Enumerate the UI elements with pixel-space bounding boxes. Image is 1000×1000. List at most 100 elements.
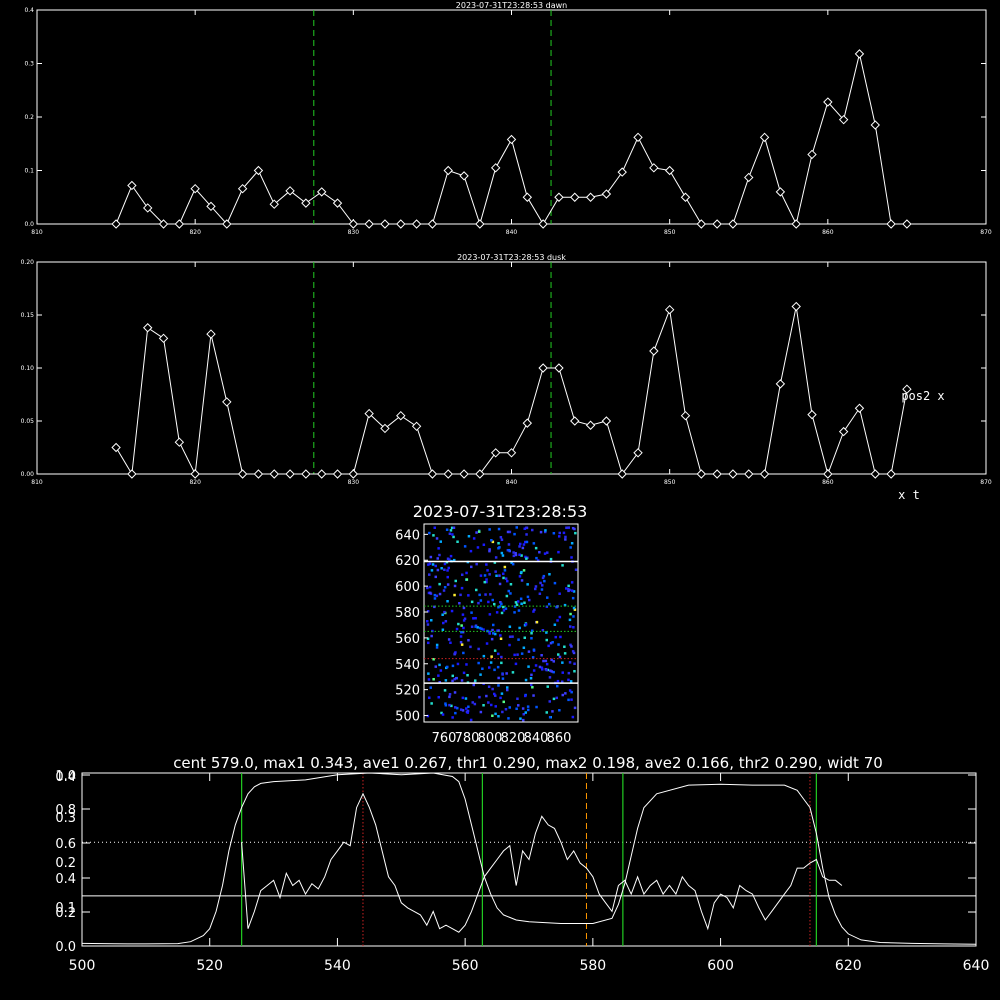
y-tick-label: 540 [395,658,420,673]
heatmap-pixel [547,644,550,648]
data-point [364,408,374,419]
data-point [633,448,643,458]
annotation-pos2: pos2 x [901,389,944,403]
heatmap-pixel [460,643,464,646]
heatmap-pixel [451,679,454,683]
heatmap-pixel [458,602,461,605]
heatmap-pixel [507,717,510,720]
heatmap-pixel [551,641,554,644]
heatmap-pixel [550,658,553,662]
x-tick-label: 870 [980,229,992,236]
heatmap-pixel [573,527,576,531]
series-ratio [241,792,843,933]
heatmap-pixel [530,637,533,640]
heatmap-pixel [570,698,573,701]
heatmap-pixel [521,707,525,710]
heatmap-pixel [548,716,552,719]
heatmap-pixel [447,566,450,570]
heatmap-pixel [574,531,577,535]
heatmap-pixel [505,594,509,598]
heatmap-pixel [466,674,469,677]
heatmap-pixel [426,714,430,718]
heatmap-pixel [558,531,561,535]
heatmap-pixel [490,703,493,707]
heatmap-pixel [543,552,547,555]
heatmap-pixel [487,685,491,688]
heatmap-pixel [571,715,575,719]
heatmap-pixel [510,561,513,564]
data-point [174,437,185,447]
heatmap-pixel [450,609,454,613]
heatmap-pixel [478,530,481,533]
chart-title: 2023-07-31T23:28:53 dusk [457,253,566,262]
heatmap-pixel [474,625,477,628]
data-point [490,448,501,458]
heatmap-pixel [478,626,482,630]
heatmap-pixel [567,671,571,675]
heatmap-pixel [499,696,502,700]
heatmap-pixel [490,539,493,542]
heatmap-pixel [545,711,548,714]
heatmap-pixel [433,593,437,597]
data-point [854,403,865,413]
heatmap-pixel [448,703,451,707]
y-tick-label-b: 0.2 [55,856,76,871]
heatmap-pixel [549,557,553,561]
heatmap-pixel [546,551,549,554]
heatmap-pixel [493,561,497,564]
heatmap-pixel [459,641,463,644]
heatmap-pixel [527,665,530,668]
heatmap-pixel [443,568,446,571]
y-tick-label-a: 0.8 [55,803,76,818]
x-tick-label: 830 [348,229,360,236]
heatmap-pixel [446,557,450,560]
heatmap-pixel [491,687,494,691]
heatmap-pixel [470,611,473,614]
heatmap-pixel [569,612,572,616]
heatmap-pixel [569,643,572,647]
heatmap-pixel [509,583,513,586]
heatmap-pixel [493,668,496,672]
heatmap-pixel [465,707,468,710]
heatmap-pixel [492,632,495,635]
profile-title: cent 579.0, max1 0.343, ave1 0.267, thr1… [173,754,883,772]
heatmap-pixel [568,689,572,692]
heatmap-pixel [472,683,475,687]
heatmap-pixel [501,554,505,557]
heatmap-pixel [465,663,468,666]
x-tick-label: 500 [69,958,96,974]
heatmap-pixel [506,688,509,692]
heatmap-pixel [540,588,544,591]
heatmap-pixel [515,526,518,529]
heatmap-pixel [502,700,505,704]
heatmap-pixel [518,575,522,578]
heatmap-pixel [500,661,503,665]
heatmap-pixel [459,593,462,597]
heatmap-pixel [456,662,460,666]
heatmap-pixel [519,717,522,720]
heatmap-pixel [476,626,479,629]
heatmap-pixel [462,626,465,630]
y-tick-label: 520 [395,684,420,699]
heatmap-pixel [463,545,467,548]
heatmap-pixel [545,605,549,608]
heatmap-pixel [534,587,537,591]
heatmap-pixel [426,623,430,626]
heatmap-pixel [567,584,570,588]
heatmap-pixel [482,654,486,658]
heatmap-pixel [452,526,456,529]
heatmap-pixel [472,537,476,540]
heatmap-pixel [470,565,473,569]
y-tick-label-b: 0.4 [55,770,76,785]
y-tick-label: 640 [395,528,420,543]
heatmap-pixel [513,611,516,614]
heatmap-pixel [446,575,449,579]
heatmap-pixel [549,641,553,645]
heatmap-pixel [453,691,457,694]
heatmap-pixel [527,708,530,712]
heatmap-pixel [573,662,576,665]
data-point [301,469,311,479]
data-point [490,163,501,173]
heatmap-pixel [467,594,470,597]
x-tick-label: 760 [432,731,457,746]
